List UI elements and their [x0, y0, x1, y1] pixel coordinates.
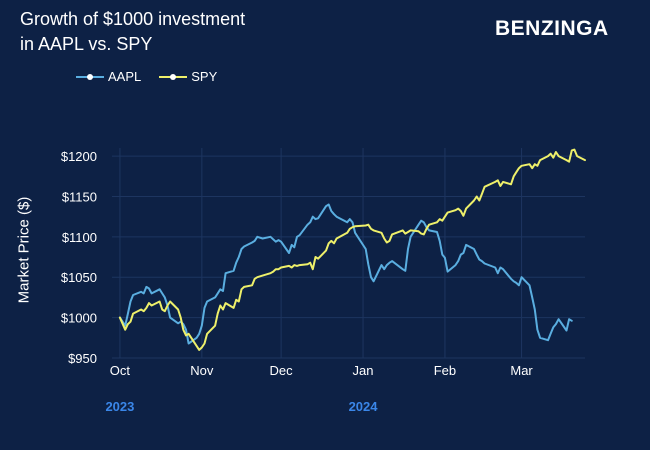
y-tick-label: $1000 — [61, 311, 97, 326]
x-tick-label: Dec — [270, 363, 294, 378]
year-label: 2024 — [349, 399, 379, 414]
x-tick-label: Jan — [353, 363, 374, 378]
y-tick-label: $1100 — [62, 230, 97, 245]
x-tick-label: Oct — [110, 363, 131, 378]
series-line-spy — [118, 148, 586, 351]
legend-label-spy: SPY — [191, 69, 218, 84]
legend-label-aapl: AAPL — [108, 69, 142, 84]
legend-swatch-spy-icon — [159, 70, 188, 84]
y-tick-label: $1200 — [61, 149, 97, 164]
y-tick-label: $1150 — [62, 189, 97, 204]
chart-legend: AAPL SPY — [76, 69, 235, 84]
chart-title-line-1: Growth of $1000 investment — [20, 9, 246, 29]
series-line-aapl — [118, 203, 573, 345]
legend-swatch-aapl-icon — [76, 70, 104, 84]
x-tick-label: Mar — [510, 363, 533, 378]
legend-item-spy[interactable]: SPY — [159, 69, 217, 84]
legend-item-aapl[interactable]: AAPL — [76, 69, 141, 84]
y-tick-label: $950 — [68, 351, 97, 366]
x-tick-label: Nov — [190, 363, 214, 378]
x-tick-label: Feb — [434, 363, 456, 378]
benzinga-logo: BENZINGA — [495, 17, 609, 40]
chart-title-line-2: in AAPL vs. SPY — [20, 34, 153, 54]
y-tick-label: $1050 — [61, 270, 97, 285]
year-label: 2023 — [105, 399, 134, 414]
chart-title: Growth of $1000 investment in AAPL vs. S… — [20, 7, 245, 57]
